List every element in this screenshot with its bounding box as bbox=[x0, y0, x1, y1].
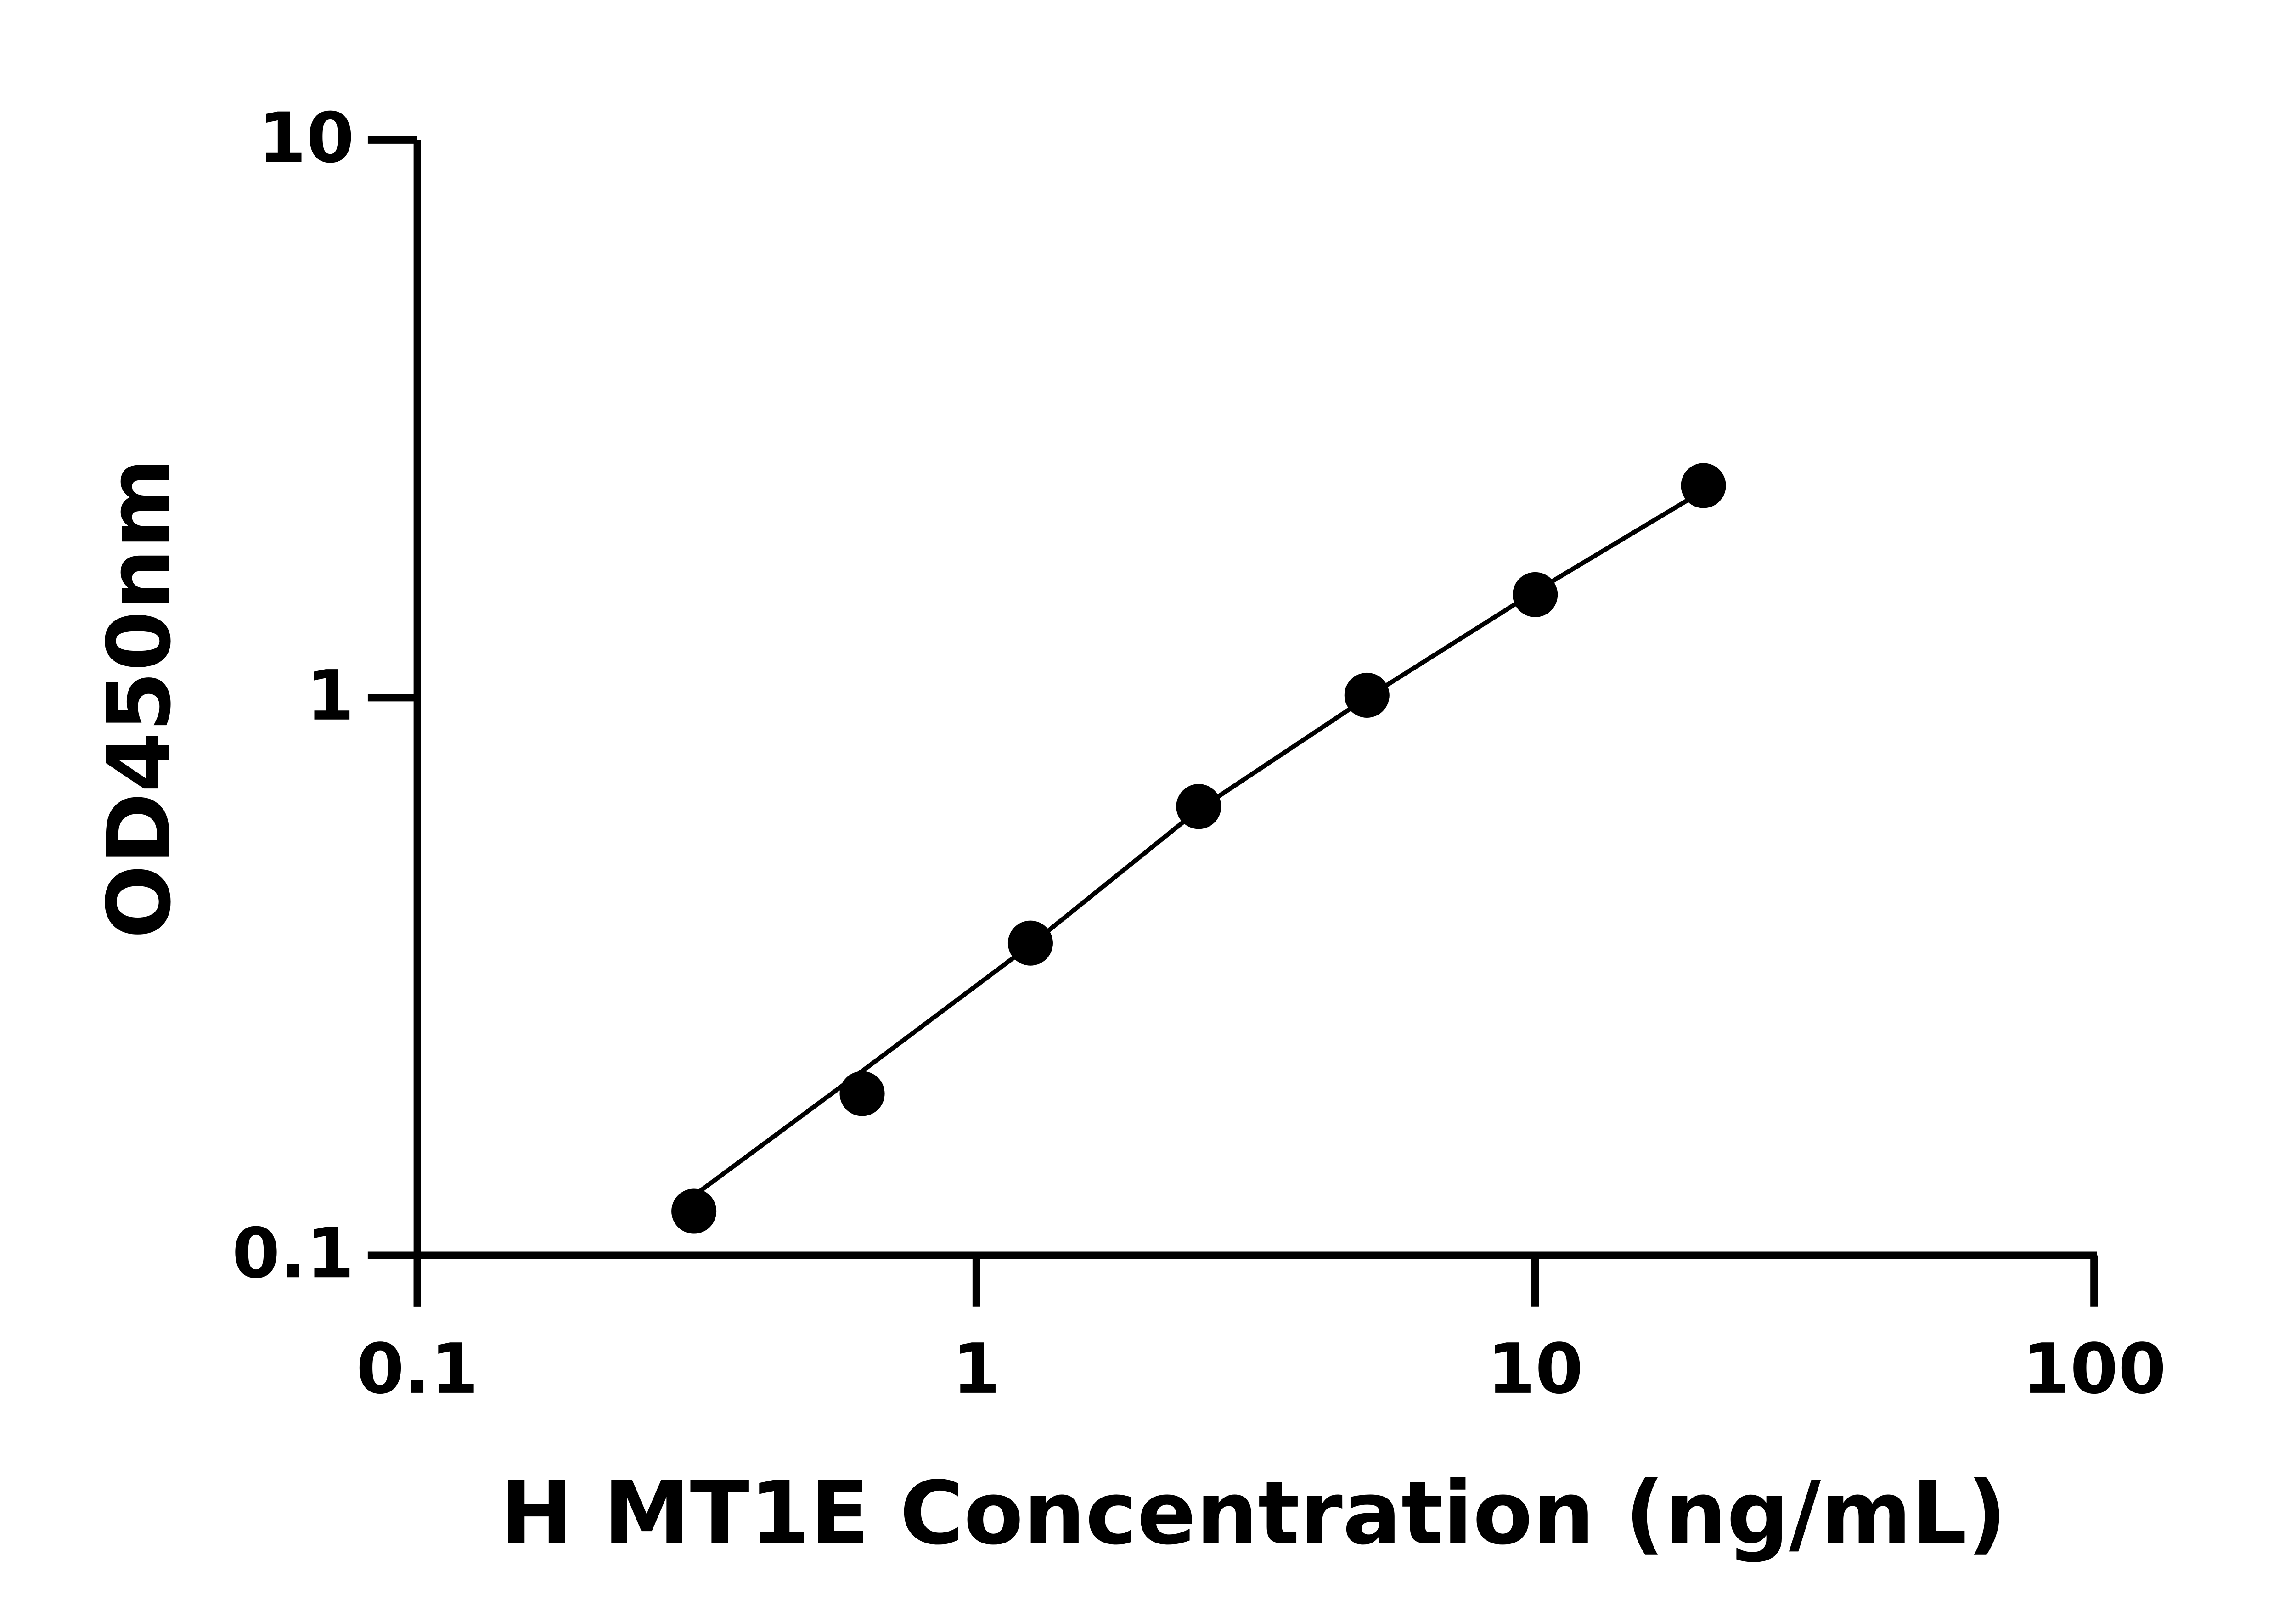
y-tick-label: 1 bbox=[306, 656, 355, 736]
data-point bbox=[1513, 572, 1558, 617]
data-point bbox=[1344, 672, 1390, 718]
x-tick-label: 100 bbox=[2022, 1329, 2166, 1409]
y-tick-label: 0.1 bbox=[232, 1213, 354, 1294]
x-axis-title: H MT1E Concentration (ng/mL) bbox=[500, 1463, 2007, 1564]
data-point bbox=[839, 1071, 885, 1116]
x-tick-label: 10 bbox=[1487, 1329, 1583, 1409]
x-tick-label: 0.1 bbox=[356, 1329, 478, 1409]
data-point bbox=[1007, 920, 1053, 966]
data-point bbox=[1681, 463, 1726, 508]
data-point bbox=[1176, 784, 1221, 829]
y-tick-label: 10 bbox=[258, 98, 354, 178]
data-point bbox=[671, 1188, 717, 1234]
y-axis-title: OD450nm bbox=[89, 458, 190, 939]
x-tick-label: 1 bbox=[952, 1329, 1001, 1409]
